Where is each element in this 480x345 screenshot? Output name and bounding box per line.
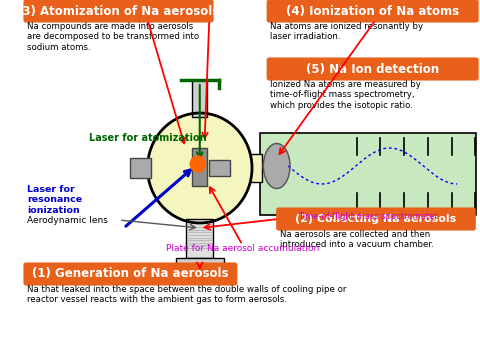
Text: Plate for Na aerosol accumulation: Plate for Na aerosol accumulation (166, 244, 319, 253)
Bar (260, 133, 476, 215)
Text: Laser for
resonance
ionization: Laser for resonance ionization (27, 185, 82, 215)
FancyBboxPatch shape (277, 208, 475, 229)
Text: Laser for atomization: Laser for atomization (89, 133, 206, 143)
FancyBboxPatch shape (24, 0, 213, 21)
Bar (186, 219, 213, 258)
Text: (3) Atomization of Na aerosols: (3) Atomization of Na aerosols (17, 4, 220, 18)
Text: Time-of-flight mass spectrometer: Time-of-flight mass spectrometer (298, 212, 438, 221)
Text: (5) Na Ion detection: (5) Na Ion detection (306, 62, 439, 76)
Text: Na aerosols are collected and then
introduced into a vacuum chamber.: Na aerosols are collected and then intro… (279, 230, 433, 249)
Text: Ionized Na atoms are measured by
time-of-flight mass spectrometry,
which provide: Ionized Na atoms are measured by time-of… (270, 80, 421, 110)
FancyBboxPatch shape (24, 264, 236, 285)
Bar (209, 160, 230, 176)
Bar (192, 80, 207, 117)
Bar (192, 148, 207, 186)
Text: (4) Ionization of Na atoms: (4) Ionization of Na atoms (286, 4, 459, 18)
Bar (131, 158, 151, 178)
Text: Aerodynamic lens: Aerodynamic lens (27, 216, 108, 225)
Text: Na that leaked into the space between the double walls of cooling pipe or
reacto: Na that leaked into the space between th… (27, 285, 346, 304)
Text: Na compounds are made into aerosols
are decomposed to be transformed into
sodium: Na compounds are made into aerosols are … (27, 22, 199, 52)
FancyBboxPatch shape (268, 59, 478, 79)
FancyBboxPatch shape (268, 0, 478, 21)
Bar (176, 258, 224, 270)
Text: (1) Generation of Na aerosols: (1) Generation of Na aerosols (32, 267, 228, 280)
Bar (250, 154, 262, 182)
Circle shape (190, 156, 205, 172)
Text: (2) Collecting Na aerosols: (2) Collecting Na aerosols (295, 214, 456, 224)
Text: Na atoms are ionized resonantly by
laser irradiation.: Na atoms are ionized resonantly by laser… (270, 22, 423, 41)
Ellipse shape (264, 144, 290, 188)
Circle shape (147, 113, 252, 223)
